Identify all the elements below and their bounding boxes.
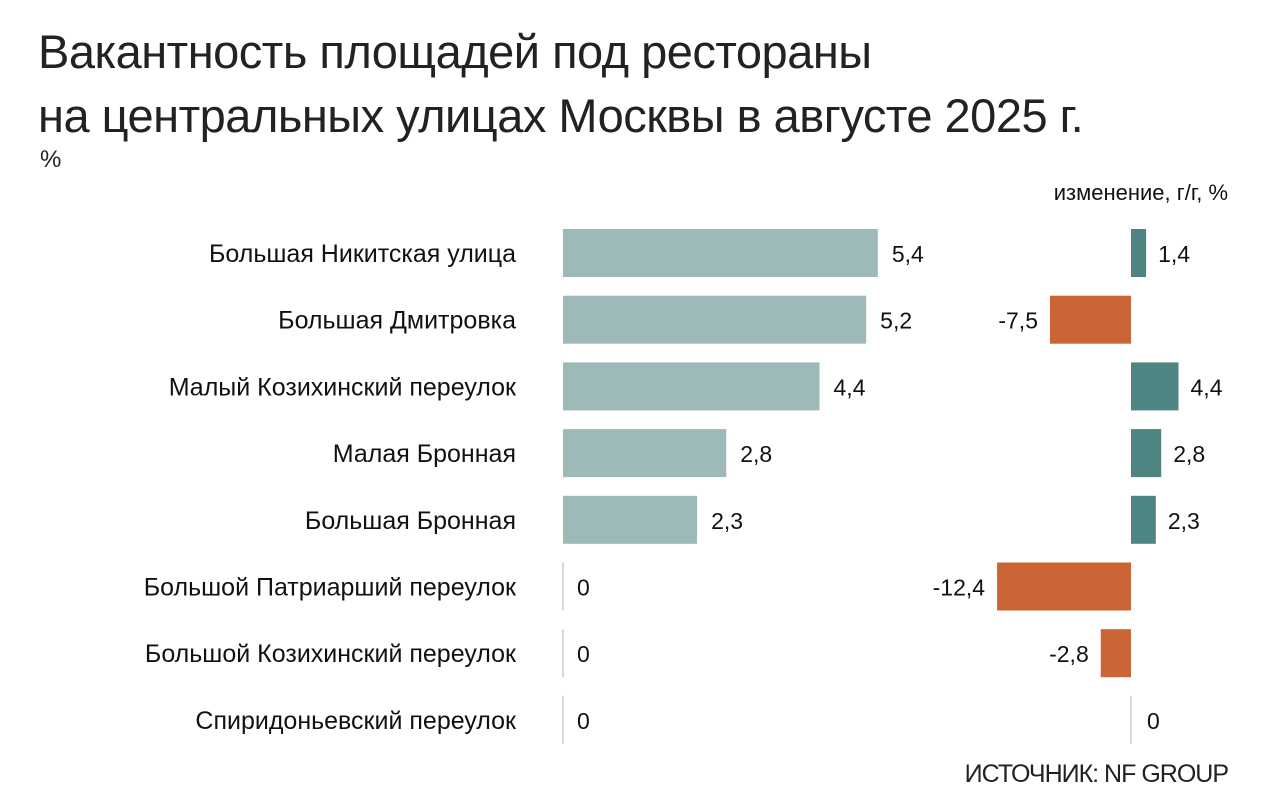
vacancy-bar — [563, 229, 878, 277]
vacancy-value-label: 0 — [577, 708, 590, 734]
vacancy-value-label: 5,2 — [880, 308, 912, 334]
category-label: Большая Бронная — [305, 507, 516, 535]
category-label: Малая Бронная — [333, 440, 516, 468]
vacancy-value-label: 4,4 — [834, 374, 866, 400]
chart-title-line-1: Вакантность площадей под рестораны — [38, 25, 872, 78]
category-label: Большая Дмитровка — [278, 307, 516, 335]
vacancy-value-label: 2,8 — [740, 441, 772, 467]
change-value-label: -12,4 — [933, 575, 986, 601]
change-bar — [1050, 295, 1131, 344]
change-value-label: 0 — [1147, 708, 1160, 734]
change-value-label: 2,3 — [1168, 508, 1200, 534]
vacancy-value-label: 0 — [577, 575, 590, 601]
unit-label: % — [40, 146, 62, 173]
category-label: Малый Козихинский переулок — [169, 373, 517, 401]
vacancy-value-label: 5,4 — [892, 241, 924, 267]
change-bar — [1100, 629, 1131, 678]
change-header: изменение, г/г, % — [1053, 180, 1228, 205]
change-bar — [997, 562, 1131, 611]
change-value-label: -2,8 — [1049, 641, 1089, 667]
source-note: ИСТОЧНИК: NF GROUP — [964, 760, 1229, 788]
change-value-label: 4,4 — [1191, 374, 1223, 400]
category-label: Большой Патриарший переулок — [144, 574, 517, 602]
change-value-label: 1,4 — [1158, 241, 1190, 267]
vacancy-bar — [563, 362, 820, 411]
chart-title-line-2: на центральных улицах Москвы в августе 2… — [38, 89, 1084, 142]
vacancy-value-label: 2,3 — [711, 508, 743, 534]
change-bar — [1131, 362, 1179, 411]
change-value-label: -7,5 — [998, 308, 1038, 334]
vacancy-bar — [563, 495, 698, 544]
change-bar — [1131, 229, 1147, 277]
category-label: Большой Козихинский переулок — [145, 640, 517, 668]
vacancy-bar — [563, 295, 867, 344]
vacancy-bar — [563, 429, 727, 478]
category-label: Спиридоньевский переулок — [195, 707, 517, 735]
category-label: Большая Никитская улица — [209, 240, 516, 268]
change-bar — [1131, 495, 1156, 544]
change-bar — [1131, 429, 1162, 478]
vacancy-value-label: 0 — [577, 641, 590, 667]
change-value-label: 2,8 — [1173, 441, 1205, 467]
